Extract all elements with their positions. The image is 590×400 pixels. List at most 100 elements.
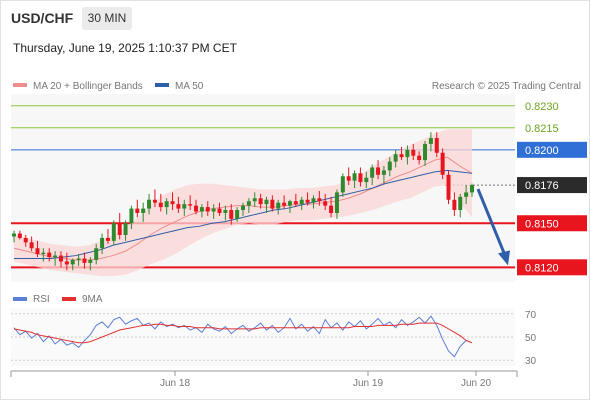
candle: [458, 193, 463, 218]
candle: [317, 190, 322, 206]
candle: [94, 243, 99, 265]
candle-body: [147, 199, 152, 209]
candle: [64, 252, 69, 271]
candle-body: [446, 174, 451, 200]
candle-body: [452, 199, 457, 211]
x-tick-label: Jun 19: [353, 378, 383, 389]
candle: [211, 204, 216, 219]
candle: [47, 248, 52, 262]
candle: [452, 192, 457, 216]
candle-body: [194, 205, 199, 212]
candle: [352, 170, 357, 188]
symbol-title: USD/CHF: [11, 10, 74, 26]
candle: [252, 192, 257, 208]
ma50-legend-label: MA 50: [175, 81, 204, 92]
candle-body: [211, 208, 216, 212]
candle-body: [188, 204, 193, 206]
candle-body: [82, 258, 87, 263]
candle-body: [323, 201, 328, 206]
candle: [399, 146, 404, 161]
level-label-box-pivot: [517, 141, 587, 158]
candle-body: [35, 248, 40, 255]
candle: [423, 141, 428, 166]
candle-body: [170, 201, 175, 205]
candle: [229, 204, 234, 225]
candle: [411, 143, 416, 161]
candle: [88, 257, 93, 271]
level-label-box-support: [517, 259, 587, 276]
candle: [381, 165, 386, 184]
candle-body: [287, 201, 292, 206]
candle: [117, 212, 122, 240]
candle-body: [158, 202, 163, 208]
candle: [270, 195, 275, 212]
level-label-pivot: 0.8200: [525, 145, 559, 157]
candle-body: [276, 202, 281, 209]
candle-body: [405, 149, 410, 158]
candle: [76, 254, 81, 266]
candle-body: [41, 252, 46, 255]
candle: [82, 252, 87, 269]
candle: [129, 205, 134, 230]
candle: [223, 205, 228, 221]
candle-body: [282, 202, 287, 206]
candle-body: [458, 196, 463, 211]
candle: [182, 199, 187, 216]
candle-body: [199, 207, 204, 212]
candle: [440, 148, 445, 180]
candle: [205, 201, 210, 216]
candle-body: [117, 223, 122, 235]
rsi-tick-label: 70: [525, 310, 537, 321]
candle: [241, 202, 245, 216]
candle: [111, 220, 116, 246]
candle: [70, 258, 75, 271]
candle-body: [47, 252, 52, 258]
level-label-target: 0.8230: [525, 101, 559, 113]
candle: [428, 132, 433, 152]
timeframe-button[interactable]: 30 MIN: [82, 7, 132, 30]
level-label-box-last: [517, 177, 587, 194]
candle: [217, 202, 222, 216]
candle-body: [423, 143, 428, 161]
level-label-support: 0.8150: [525, 218, 559, 230]
ma9-legend-label: 9MA: [82, 294, 103, 305]
candle: [358, 167, 363, 187]
candle: [35, 240, 40, 258]
candle-body: [311, 198, 316, 203]
ma50-line: [14, 169, 473, 259]
candle: [276, 199, 281, 215]
candle: [305, 192, 310, 206]
x-axis-ticks: Jun 18 Jun 19 Jun 20: [160, 371, 491, 389]
candle-body: [152, 199, 157, 203]
candle-body: [135, 208, 140, 213]
candle: [12, 230, 16, 243]
candle-body: [340, 176, 345, 193]
candle: [293, 193, 298, 208]
candle: [264, 196, 269, 213]
candle-body: [176, 204, 181, 209]
candle-body: [317, 198, 322, 202]
candle: [340, 173, 345, 197]
candle: [41, 248, 46, 262]
candle-body: [17, 233, 22, 238]
rsi-legend-swatch: [13, 297, 27, 301]
candle: [147, 193, 152, 215]
candle: [58, 251, 63, 268]
candle-body: [23, 237, 28, 243]
candle-body: [235, 210, 240, 219]
candle: [100, 233, 105, 255]
candle: [194, 199, 199, 215]
ma20-legend-label: MA 20 + Bollinger Bands: [33, 81, 143, 92]
candle: [135, 199, 140, 218]
candle-body: [393, 154, 398, 162]
candle: [376, 160, 381, 180]
candle: [188, 195, 193, 211]
candle-body: [470, 185, 474, 193]
rsi-legend-label: RSI: [33, 294, 50, 305]
candle: [387, 157, 392, 177]
forecast-arrow-shaft: [476, 188, 507, 256]
candle: [446, 170, 451, 205]
candle: [152, 189, 157, 208]
candle-body: [376, 167, 381, 175]
candle: [417, 151, 422, 165]
